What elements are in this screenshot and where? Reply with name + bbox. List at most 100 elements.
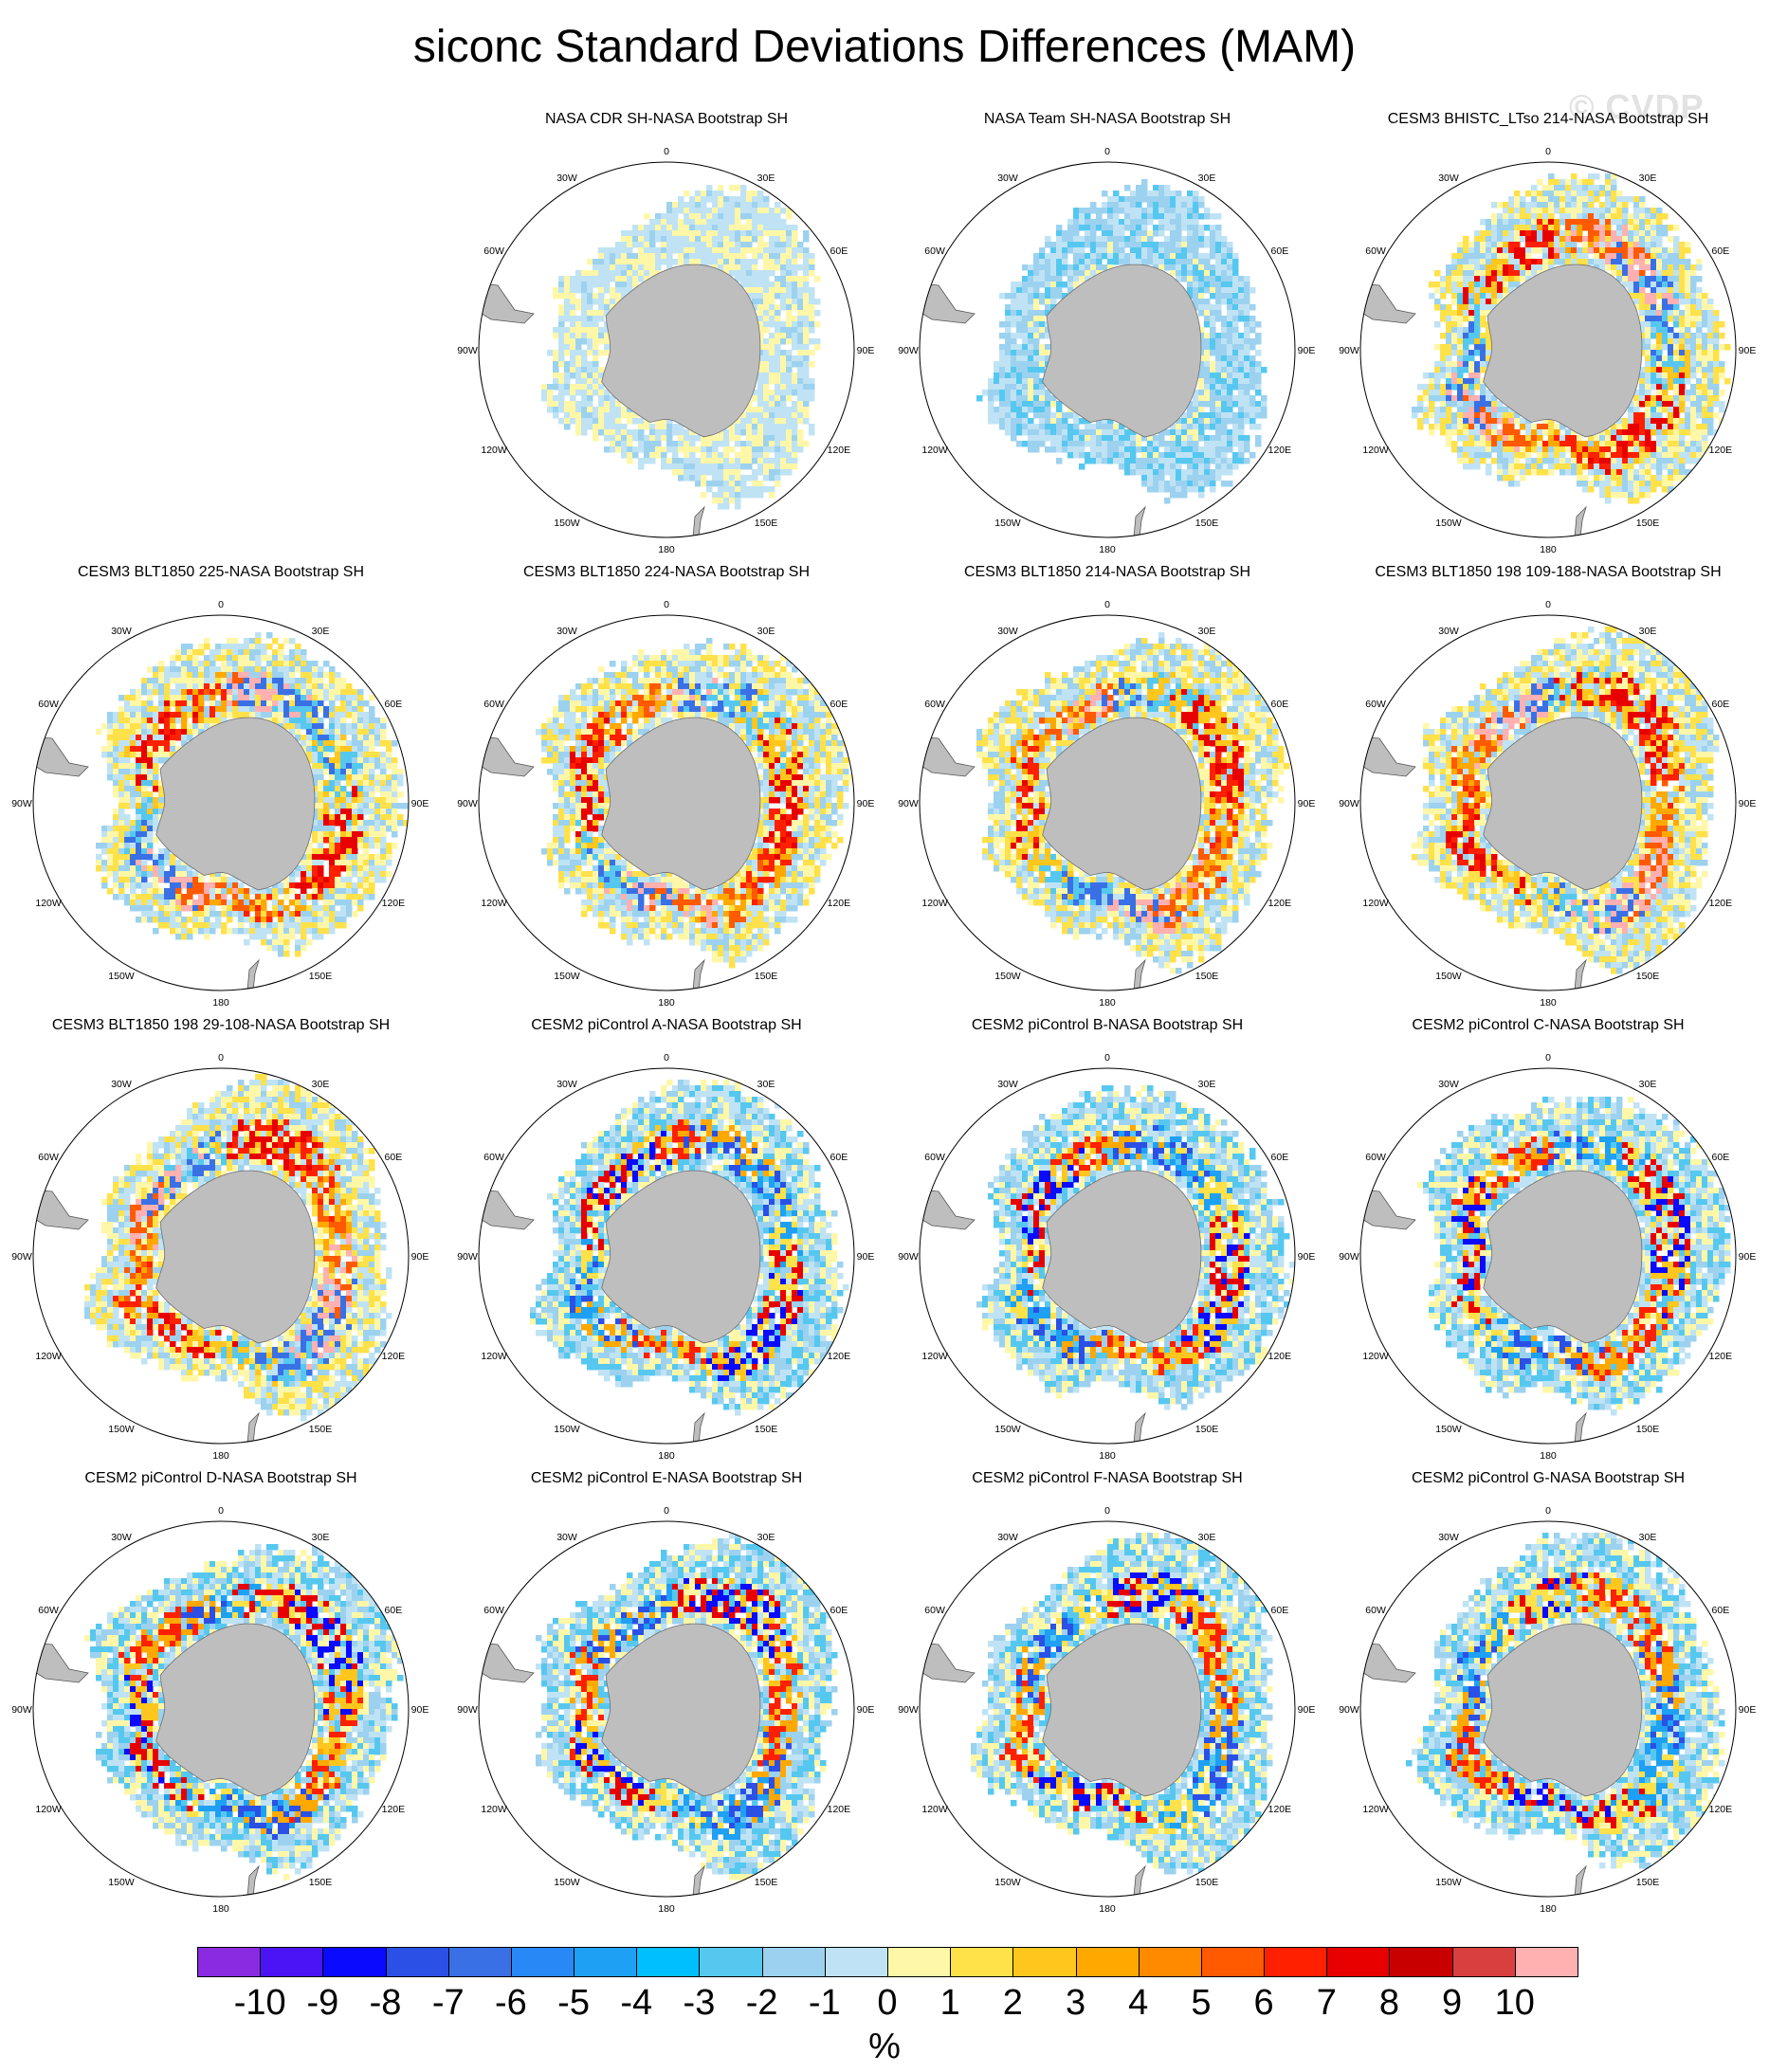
- colorbar-swatch: [260, 1947, 324, 1977]
- polar-map: 0 30E 60E 90E 120E 150E 180 150W 120W 90W 60W 30W: [1339, 599, 1756, 1009]
- longitude-label: 120E: [828, 1804, 851, 1815]
- longitude-label: 30W: [997, 173, 1018, 184]
- colorbar-swatch: [1264, 1947, 1328, 1977]
- longitude-label: 0: [664, 1052, 669, 1063]
- longitude-label: 90E: [857, 1704, 875, 1716]
- longitude-label: 0: [1104, 146, 1110, 157]
- longitude-label: 30W: [997, 626, 1018, 637]
- polar-map: 0 30E 60E 90E 120E 150E 180 150W 120W 90W 60W 30W: [457, 1505, 875, 1915]
- longitude-label: 30E: [312, 1079, 330, 1090]
- colorbar-tick-label: 4: [1101, 1983, 1176, 2024]
- longitude-label: 120W: [481, 898, 507, 909]
- longitude-label: 60W: [483, 699, 504, 710]
- longitude-label: 90W: [457, 1704, 478, 1716]
- longitude-label: 180: [212, 1450, 229, 1462]
- longitude-label: 120E: [1709, 445, 1733, 456]
- longitude-label: 120E: [828, 445, 851, 456]
- longitude-label: 150W: [994, 1424, 1021, 1435]
- longitude-label: 180: [1540, 1450, 1557, 1462]
- longitude-label: 30E: [1198, 173, 1216, 184]
- longitude-label: 180: [1099, 1450, 1116, 1462]
- panel-title: CESM2 piControl D-NASA Bootstrap SH: [0, 1470, 442, 1487]
- panel-title: CESM2 piControl F-NASA Bootstrap SH: [886, 1470, 1328, 1487]
- longitude-label: 90W: [1339, 1251, 1359, 1263]
- longitude-label: 120E: [382, 1804, 406, 1815]
- colorbar-tick-label: 8: [1351, 1983, 1427, 2024]
- longitude-label: 90E: [857, 798, 875, 809]
- colorbar-tick-label: 0: [849, 1983, 925, 2024]
- colorbar-swatch: [1138, 1947, 1202, 1977]
- longitude-label: 180: [1540, 544, 1557, 555]
- longitude-label: 150W: [554, 1877, 580, 1888]
- longitude-label: 150E: [1195, 971, 1219, 982]
- longitude-label: 0: [1104, 1505, 1110, 1517]
- longitude-label: 30W: [997, 1532, 1018, 1543]
- colorbar-swatch: [510, 1947, 575, 1977]
- colorbar-tick-label: 5: [1163, 1983, 1239, 2024]
- map-panel: CESM3 BLT1850 224-NASA Bootstrap SH 0 30E 6…: [446, 564, 887, 1015]
- longitude-label: 120E: [1268, 898, 1292, 909]
- longitude-label: 180: [212, 1903, 229, 1915]
- map-panel: CESM3 BLT1850 198 29-108-NASA Bootstrap …: [0, 1017, 442, 1468]
- map-panel: CESM2 piControl E-NASA Bootstrap SH 0 30E 6…: [446, 1470, 887, 1921]
- longitude-label: 180: [1540, 1903, 1557, 1915]
- longitude-label: 120W: [481, 1804, 507, 1815]
- longitude-label: 180: [1540, 997, 1557, 1009]
- panel-title: CESM3 BLT1850 224-NASA Bootstrap SH: [446, 564, 887, 581]
- polar-map: 0 30E 60E 90E 120E 150E 180 150W 120W 90W 60W 30W: [1339, 1052, 1756, 1462]
- longitude-label: 150E: [1636, 1424, 1660, 1435]
- colorbar-swatch: [761, 1947, 826, 1977]
- longitude-label: 120W: [921, 445, 948, 456]
- longitude-label: 120W: [1362, 445, 1389, 456]
- longitude-label: 150E: [1195, 1877, 1219, 1888]
- longitude-label: 30E: [312, 626, 330, 637]
- longitude-label: 60W: [483, 245, 504, 257]
- longitude-label: 60E: [1712, 699, 1730, 710]
- colorbar-swatch: [699, 1947, 763, 1977]
- longitude-label: 60E: [1712, 245, 1730, 257]
- colorbar-swatch: [636, 1947, 701, 1977]
- colorbar-swatch: [1389, 1947, 1453, 1977]
- longitude-label: 120E: [1709, 898, 1733, 909]
- longitude-label: 0: [218, 599, 224, 610]
- longitude-label: 90W: [457, 345, 478, 356]
- longitude-label: 150E: [1195, 1424, 1219, 1435]
- colorbar-swatch: [447, 1947, 512, 1977]
- longitude-label: 180: [658, 1903, 675, 1915]
- longitude-label: 150E: [309, 971, 333, 982]
- panel-title: CESM3 BHISTC_LTso 214-NASA Bootstrap SH: [1327, 111, 1769, 128]
- colorbar-swatch: [1451, 1947, 1516, 1977]
- map-panel: CESM3 BLT1850 214-NASA Bootstrap SH 0 30E 6…: [886, 564, 1328, 1015]
- longitude-label: 180: [658, 1450, 675, 1462]
- longitude-label: 150W: [1435, 1424, 1462, 1435]
- longitude-label: 90E: [857, 1251, 875, 1263]
- map-panel: CESM2 piControl F-NASA Bootstrap SH 0 30E 6…: [886, 1470, 1328, 1921]
- longitude-label: 0: [664, 599, 669, 610]
- longitude-label: 150E: [309, 1424, 333, 1435]
- panel-title: CESM2 piControl A-NASA Bootstrap SH: [446, 1017, 887, 1034]
- longitude-label: 90E: [411, 798, 429, 809]
- longitude-label: 120E: [1268, 1804, 1292, 1815]
- colorbar-swatch: [322, 1947, 387, 1977]
- colorbar-tick-label: 3: [1038, 1983, 1114, 2024]
- longitude-label: 60W: [924, 699, 945, 710]
- polar-map: 0 30E 60E 90E 120E 150E 180 150W 120W 90W 60W 30W: [898, 146, 1315, 555]
- panel-title: NASA Team SH-NASA Bootstrap SH: [886, 111, 1328, 128]
- longitude-label: 120E: [1268, 445, 1292, 456]
- longitude-label: 90E: [411, 1251, 429, 1263]
- polar-map: 0 30E 60E 90E 120E 150E 180 150W 120W 90W 60W 30W: [457, 599, 875, 1009]
- longitude-label: 150E: [1636, 518, 1660, 529]
- polar-map: 0 30E 60E 90E 120E 150E 180 150W 120W 90W 60W 30W: [1339, 146, 1756, 555]
- polar-map: 0 30E 60E 90E 120E 150E 180 150W 120W 90W 60W 30W: [11, 1505, 429, 1915]
- longitude-label: 60E: [385, 1605, 403, 1616]
- longitude-label: 90W: [898, 1251, 919, 1263]
- panel-title: CESM3 BLT1850 198 29-108-NASA Bootstrap …: [0, 1017, 442, 1034]
- longitude-label: 180: [1099, 997, 1116, 1009]
- longitude-label: 30W: [556, 626, 577, 637]
- longitude-label: 90W: [898, 345, 919, 356]
- longitude-label: 60E: [1712, 1152, 1730, 1163]
- colorbar-tick-label: 10: [1477, 1983, 1553, 2024]
- colorbar-swatch: [1514, 1947, 1578, 1977]
- longitude-label: 60W: [924, 1605, 945, 1616]
- longitude-label: 150E: [755, 971, 778, 982]
